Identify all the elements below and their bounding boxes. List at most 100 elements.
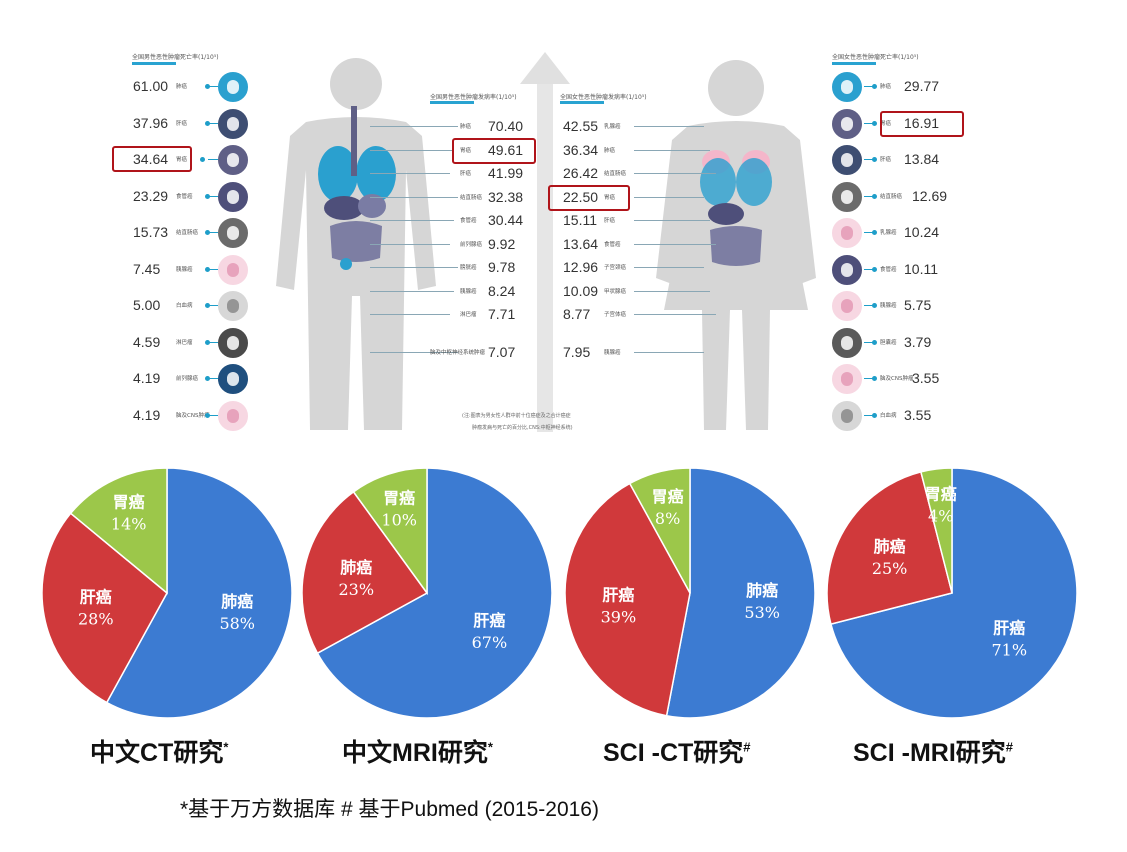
slice-name-label: 肝癌	[473, 611, 505, 630]
leader-line	[370, 314, 450, 315]
incidence-label: 胰腺癌	[604, 350, 621, 356]
mortality-label: 脑及CNS肿瘤	[176, 412, 210, 419]
incidence-label: 结直肠癌	[460, 194, 483, 201]
incidence-value: 36.34	[563, 141, 599, 158]
leader-line	[634, 314, 716, 315]
connector-line	[864, 86, 874, 87]
incidence-value: 26.42	[563, 165, 599, 181]
incidence-label: 淋巴瘤	[460, 312, 477, 318]
mortality-label: 胆囊癌	[880, 339, 897, 346]
mortality-label: 肺癌	[176, 84, 188, 90]
chart-caption-4: SCI -MRI研究#	[853, 739, 1014, 767]
leader-line	[634, 267, 704, 268]
connector-dot	[872, 266, 877, 272]
mortality-label: 肝癌	[176, 120, 188, 127]
incidence-value: 7.07	[488, 344, 516, 360]
highlight-box	[548, 184, 630, 211]
incidence-label: 结直肠癌	[604, 171, 627, 177]
connector-line	[208, 305, 218, 306]
esophagus-icon	[832, 254, 862, 285]
mortality-label: 乳腺癌	[880, 230, 897, 236]
mortality-label: 胃癌	[880, 120, 892, 127]
slice-percent-label: 28%	[78, 610, 114, 629]
prostate-shape	[227, 372, 239, 386]
connector-dot	[872, 376, 877, 381]
slice-name-label: 肝癌	[80, 588, 112, 607]
pie-slice-1	[830, 467, 1078, 719]
slice-percent-label: 39%	[601, 607, 637, 626]
connector-line	[208, 86, 218, 87]
mortality-value: 10.11	[904, 260, 938, 277]
connector-line	[208, 122, 218, 124]
pie-slice-3	[628, 467, 691, 594]
leader-line	[370, 243, 450, 245]
slice-percent-label: 8%	[655, 509, 680, 528]
leader-line	[370, 290, 454, 292]
brain-icon	[218, 400, 248, 431]
mortality-value: 3.79	[904, 333, 932, 350]
leader-line	[370, 352, 458, 353]
brain-icon	[832, 364, 862, 394]
mortality-value: 37.96	[133, 114, 169, 131]
slice-name-label: 胃癌	[113, 493, 145, 512]
infographic-note-1: (注:图表为男女性人群中前十位癌症及之合计癌症	[462, 413, 571, 419]
mortality-value: 12.69	[912, 187, 948, 204]
incidence-value: 13.64	[563, 235, 599, 252]
colon-shape	[841, 189, 853, 204]
incidence-label: 食管癌	[604, 241, 621, 248]
chart-caption-3: SCI -CT研究#	[603, 739, 751, 767]
slice-percent-label: 10%	[381, 510, 417, 529]
connector-dot	[205, 266, 210, 272]
brain-shape	[841, 372, 853, 386]
connector-dot	[872, 412, 877, 418]
mortality-label: 胰腺癌	[880, 303, 897, 309]
connector-dot	[205, 412, 210, 418]
leader-line	[634, 173, 716, 174]
incidence-value: 7.71	[488, 306, 516, 322]
lung-shape	[227, 80, 239, 94]
connector-line	[864, 159, 874, 160]
esophagus-shape	[227, 189, 239, 204]
mortality-label: 前列腺癌	[176, 376, 199, 382]
mortality-value: 15.73	[133, 224, 169, 240]
connector-line	[208, 378, 218, 379]
mortality-label: 淋巴瘤	[176, 339, 193, 346]
pie-chart-3: 肺癌 53% 肝癌 39% 胃癌 8%	[564, 467, 816, 719]
connector-line	[864, 268, 874, 270]
connector-dot	[205, 84, 210, 89]
pie-chart-2: 肝癌 67% 肺癌 23% 胃癌 10%	[301, 467, 553, 719]
leukemia-icon	[832, 400, 862, 431]
pie-slice-2	[41, 512, 168, 704]
incidence-value: 15.11	[563, 212, 597, 228]
connector-dot	[872, 120, 877, 126]
female-mortality-title: 全国女性恶性肿瘤死亡率(1/10⁵)	[832, 54, 919, 61]
incidence-label: 胃癌	[460, 147, 472, 154]
mortality-value: 5.75	[904, 297, 932, 313]
leukemia-shape	[227, 299, 239, 313]
incidence-value: 9.92	[488, 235, 516, 252]
stomach-icon	[832, 108, 862, 139]
mortality-label: 胰腺癌	[176, 266, 193, 273]
slice-percent-label: 23%	[338, 580, 374, 599]
mortality-value: 16.91	[904, 114, 940, 131]
incidence-value: 30.44	[488, 212, 524, 228]
mortality-label: 白血病	[880, 412, 897, 419]
leader-line	[370, 173, 450, 174]
incidence-label: 肝癌	[460, 171, 472, 177]
pie-slice-2	[301, 490, 429, 655]
slice-name-label: 胃癌	[652, 487, 684, 506]
gallbladder-icon	[832, 327, 862, 358]
incidence-value: 70.40	[488, 118, 524, 134]
connector-dot	[872, 303, 877, 308]
leader-line	[370, 149, 454, 151]
incidence-value: 7.95	[563, 344, 591, 360]
mortality-value: 34.64	[133, 151, 169, 167]
leader-line	[634, 196, 704, 198]
incidence-label: 甲状腺癌	[604, 288, 627, 295]
slice-name-label: 胃癌	[383, 488, 415, 507]
lung-icon	[832, 72, 862, 102]
incidence-value: 42.55	[563, 118, 599, 134]
incidence-label: 胃癌	[604, 194, 616, 201]
male-mortality-title: 全国男性恶性肿瘤死亡率(1/10⁵)	[132, 54, 219, 61]
female-incidence-title: 全国女性恶性肿瘤发病率(1/10⁵)	[560, 94, 647, 101]
